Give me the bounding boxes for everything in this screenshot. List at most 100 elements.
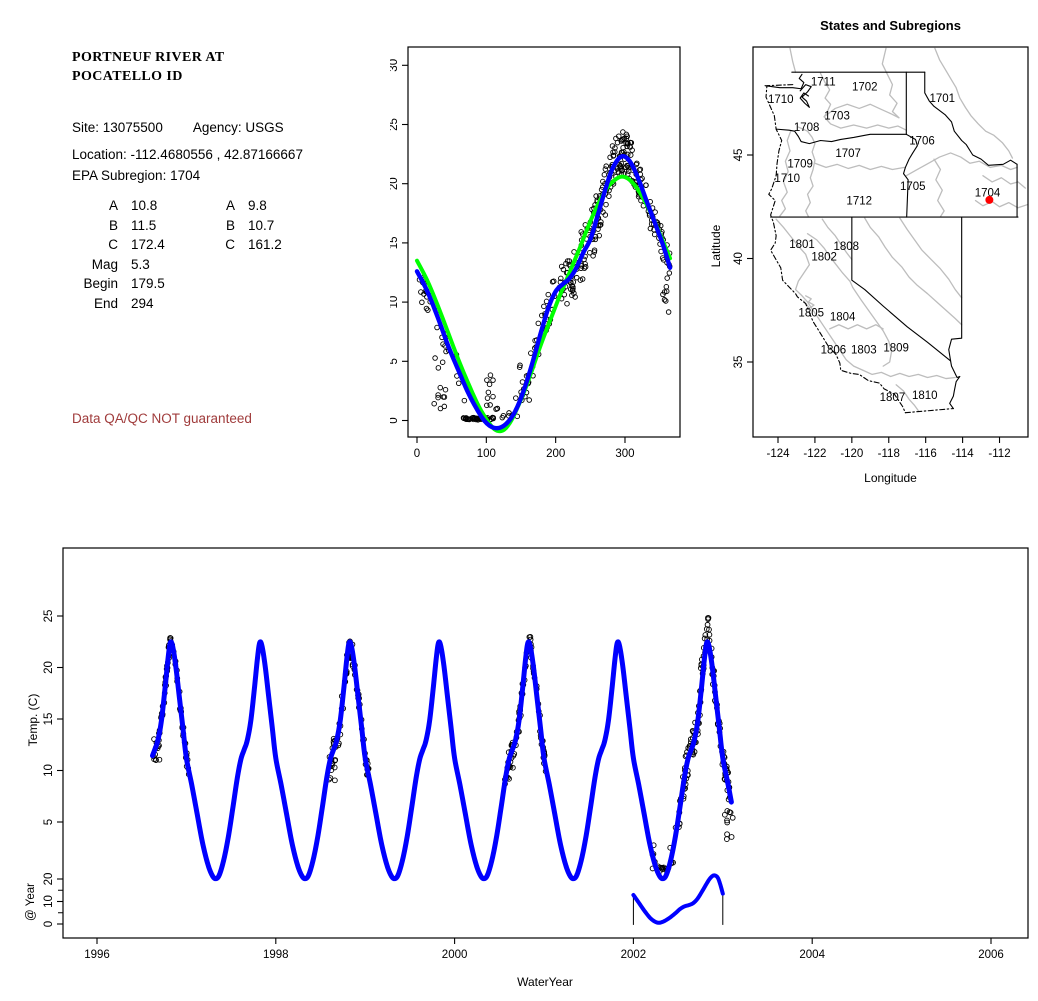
svg-text:-118: -118 [878, 448, 900, 460]
seasonal-fit-chart: 0 100 200 300 0 5 10 15 20 25 30 [390, 46, 681, 460]
qa-warning-text: Data QA/QC NOT guaranteed [72, 411, 252, 426]
svg-text:1703: 1703 [824, 111, 850, 123]
ts-xlabel: WaterYear [517, 975, 573, 989]
svg-text:0: 0 [43, 921, 55, 927]
svg-text:1802: 1802 [811, 251, 837, 263]
axes: 0 100 200 300 0 5 10 15 20 25 30 [390, 46, 681, 460]
svg-text:0: 0 [414, 448, 420, 460]
model-params-table-secondary: A 9.8 B 10.7 C 161.2 [215, 196, 282, 255]
svg-text:40: 40 [733, 252, 745, 265]
param-row: B 11.5 [108, 217, 157, 233]
site-id: Site: 13075500 [72, 120, 163, 135]
svg-text:1701: 1701 [929, 93, 955, 105]
svg-text:1708: 1708 [794, 122, 820, 134]
svg-text:1998: 1998 [263, 949, 289, 961]
param-row: A 10.8 [108, 198, 158, 213]
agency: Agency: USGS [192, 120, 284, 135]
param-row: Mag 5.3 [91, 256, 150, 272]
svg-text:2002: 2002 [621, 949, 647, 961]
svg-text:1712: 1712 [846, 196, 872, 208]
svg-text:100: 100 [477, 448, 496, 460]
param-row: B 10.7 [225, 217, 275, 233]
svg-text:20: 20 [43, 661, 55, 674]
svg-text:1702: 1702 [852, 82, 878, 94]
axes: 1996 1998 2000 2002 2004 2006 5 10 15 20 25 [43, 547, 1029, 961]
svg-text:1707: 1707 [835, 148, 861, 160]
station-title-line1: PORTNEUF RIVER AT [72, 50, 225, 65]
svg-text:10: 10 [43, 764, 55, 777]
svg-text:1704: 1704 [975, 187, 1001, 199]
param-row: A 9.8 [225, 198, 267, 213]
svg-text:1710: 1710 [774, 173, 800, 185]
fit-curve-blue [150, 639, 734, 882]
axes: -124 -122 -120 -118 -116 -114 -112 35 40 45 [733, 46, 1029, 460]
svg-text:-114: -114 [952, 448, 975, 460]
map-drawing: 1711 1702 1701 1710 1703 1708 1706 1707 1709 1710… [764, 47, 1028, 414]
svg-text:200: 200 [546, 448, 565, 460]
svg-text:35: 35 [733, 356, 745, 369]
year-axis: 0 10 20 [43, 873, 63, 927]
fit-curve-blue [414, 153, 673, 431]
temperature-timeseries-chart: 1996 1998 2000 2002 2004 2006 5 10 15 20 25 0 10 20 Wa… [25, 547, 1029, 989]
svg-text:5: 5 [43, 819, 55, 825]
svg-text:15: 15 [43, 713, 55, 726]
svg-text:30: 30 [390, 59, 400, 72]
svg-text:-124: -124 [766, 448, 790, 460]
svg-text:10: 10 [43, 895, 55, 908]
station-title: PORTNEUF RIVER AT POCATELLO ID [72, 48, 225, 86]
inset-seasonal-curve [631, 873, 725, 925]
svg-text:1810: 1810 [912, 390, 938, 402]
svg-text:1706: 1706 [909, 136, 935, 148]
svg-text:1996: 1996 [84, 949, 110, 961]
svg-text:1805: 1805 [798, 307, 824, 319]
map-subregion-borders [775, 47, 1028, 412]
states-subregions-map: States and Subregions 1711 1702 1701 1710 170… [710, 18, 1029, 485]
svg-text:1709: 1709 [787, 158, 813, 170]
map-title: States and Subregions [820, 18, 961, 33]
map-subregion-labels: 1711 1702 1701 1710 1703 1708 1706 1707 1709 1710… [768, 77, 1001, 405]
svg-text:25: 25 [43, 610, 55, 623]
location-line: Location: -112.4680556 , 42.87166667 [72, 147, 303, 162]
svg-text:-122: -122 [803, 448, 826, 460]
svg-text:1808: 1808 [834, 241, 860, 253]
param-row: Begin 179.5 [83, 276, 165, 291]
map-ylabel: Latitude [710, 224, 723, 267]
svg-text:1804: 1804 [830, 311, 856, 323]
station-info-panel: PORTNEUF RIVER AT POCATELLO ID Site: 130… [0, 0, 392, 470]
svg-text:-112: -112 [988, 448, 1010, 460]
param-row: End 294 [93, 295, 154, 311]
svg-text:1806: 1806 [821, 345, 847, 357]
svg-text:1803: 1803 [851, 345, 877, 357]
svg-text:20: 20 [390, 177, 400, 190]
svg-text:1809: 1809 [883, 343, 909, 355]
svg-text:0: 0 [390, 417, 400, 423]
epa-subregion-line: EPA Subregion: 1704 [72, 168, 201, 183]
svg-text:2006: 2006 [978, 949, 1004, 961]
svg-text:2000: 2000 [442, 949, 468, 961]
svg-text:10: 10 [390, 296, 400, 309]
site-agency-line: Site: 13075500 Agency: USGS [72, 119, 284, 137]
site-marker [985, 195, 994, 204]
model-params-table-primary: A 10.8 B 11.5 C 172.4 Mag 5.3 Begin 179.5 End… [72, 196, 165, 313]
param-row: C 172.4 [108, 237, 165, 252]
fit-curve-green [415, 174, 673, 434]
svg-text:-116: -116 [915, 448, 937, 460]
param-row: C 161.2 [225, 237, 282, 252]
svg-text:15: 15 [390, 237, 400, 250]
svg-text:20: 20 [43, 873, 55, 886]
map-state-borders [764, 71, 1019, 414]
ts-ylabel: Temp. (C) [26, 694, 40, 747]
svg-text:2004: 2004 [799, 949, 825, 961]
svg-text:1807: 1807 [880, 392, 906, 404]
svg-text:1801: 1801 [789, 239, 815, 251]
svg-text:-120: -120 [840, 448, 863, 460]
svg-text:1705: 1705 [900, 181, 926, 193]
svg-text:5: 5 [390, 358, 400, 364]
svg-text:45: 45 [733, 149, 745, 162]
svg-text:300: 300 [615, 448, 634, 460]
svg-text:1711: 1711 [811, 77, 836, 89]
svg-text:1710: 1710 [768, 94, 794, 106]
svg-text:25: 25 [390, 118, 400, 131]
ts-ylabel2: @ Year [25, 883, 37, 921]
